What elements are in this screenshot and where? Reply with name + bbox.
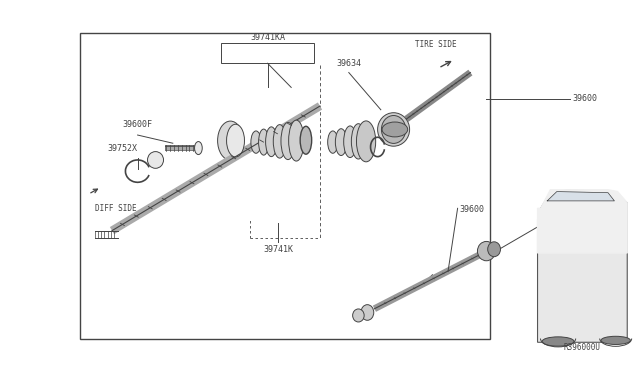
Ellipse shape	[353, 309, 364, 322]
Text: 39634: 39634	[336, 59, 362, 68]
Ellipse shape	[601, 336, 630, 344]
Polygon shape	[538, 190, 627, 342]
Text: 39741KA: 39741KA	[250, 33, 285, 42]
Circle shape	[382, 122, 408, 137]
Polygon shape	[547, 192, 614, 201]
Ellipse shape	[361, 305, 374, 320]
Ellipse shape	[266, 127, 277, 157]
Ellipse shape	[289, 120, 304, 161]
Ellipse shape	[356, 121, 376, 162]
Ellipse shape	[300, 126, 312, 154]
Ellipse shape	[477, 241, 495, 261]
Ellipse shape	[381, 115, 406, 143]
Polygon shape	[538, 190, 627, 253]
Ellipse shape	[351, 124, 365, 159]
Ellipse shape	[344, 126, 356, 158]
Ellipse shape	[195, 142, 202, 155]
Bar	[80, 33, 490, 339]
Bar	[221, 43, 314, 63]
Ellipse shape	[542, 337, 574, 346]
Ellipse shape	[335, 129, 347, 155]
Text: 39600: 39600	[460, 205, 484, 214]
Text: DIFF SIDE: DIFF SIDE	[95, 204, 136, 213]
Text: 39741K: 39741K	[264, 245, 293, 254]
Text: 39752X: 39752X	[108, 144, 138, 153]
Text: 39600F: 39600F	[123, 121, 152, 129]
Ellipse shape	[273, 125, 286, 158]
Text: R396000U: R396000U	[564, 343, 601, 352]
Ellipse shape	[328, 131, 338, 153]
Ellipse shape	[147, 152, 164, 168]
Text: 39600: 39600	[573, 94, 598, 103]
Ellipse shape	[218, 121, 243, 160]
Ellipse shape	[227, 124, 244, 157]
Ellipse shape	[488, 242, 500, 257]
Ellipse shape	[281, 122, 295, 160]
Ellipse shape	[378, 113, 410, 146]
Ellipse shape	[251, 131, 261, 153]
Ellipse shape	[259, 129, 269, 155]
Text: TIRE SIDE: TIRE SIDE	[415, 40, 457, 49]
